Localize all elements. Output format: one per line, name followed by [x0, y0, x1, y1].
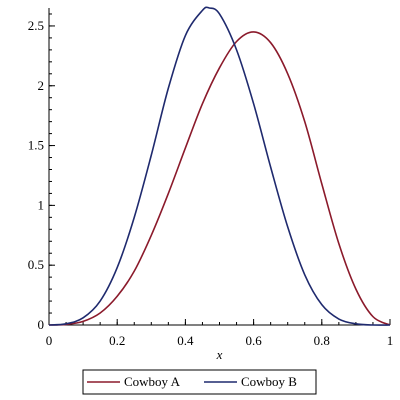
legend: Cowboy A Cowboy B [82, 369, 317, 395]
y-tick-label: 1 [38, 197, 45, 212]
x-tick-label: 0.6 [245, 333, 262, 348]
y-tick-label: 2.5 [28, 18, 44, 33]
y-tick-label: 0 [38, 317, 45, 332]
plot-area [48, 6, 391, 326]
y-tick-label: 0.5 [28, 257, 44, 272]
legend-box [82, 369, 317, 395]
x-tick-label: 0.8 [314, 333, 330, 348]
x-tick-label: 0.4 [177, 333, 194, 348]
axes: 0 0.2 0.4 0.6 0.8 1 0 0.5 1 1.5 2 2.5 [28, 8, 394, 348]
series-line-cowboy-b [48, 6, 391, 326]
legend-label-cowboy-b: Cowboy B [241, 374, 297, 389]
x-tick-label: 0.2 [109, 333, 125, 348]
y-tick-label: 1.5 [28, 138, 44, 153]
x-axis-label: x [216, 347, 223, 362]
legend-label-cowboy-a: Cowboy A [124, 374, 181, 389]
x-tick-label: 0 [46, 333, 53, 348]
series-line-cowboy-a [48, 31, 391, 326]
y-tick-label: 2 [38, 78, 45, 93]
x-tick-label: 1 [387, 333, 394, 348]
